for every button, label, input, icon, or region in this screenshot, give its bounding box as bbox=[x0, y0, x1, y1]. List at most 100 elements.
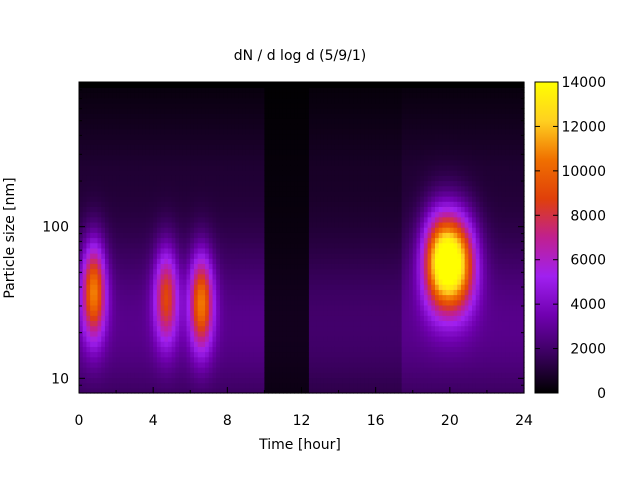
heatmap-cell bbox=[301, 87, 306, 93]
heatmap-cell bbox=[383, 247, 388, 254]
heatmap-cell bbox=[338, 330, 343, 337]
heatmap-cell bbox=[123, 351, 128, 358]
heatmap-cell bbox=[305, 232, 310, 239]
heatmap-cell bbox=[323, 346, 329, 353]
heatmap-cell bbox=[383, 320, 388, 327]
heatmap-cell bbox=[231, 253, 236, 259]
heatmap-cell bbox=[116, 335, 121, 342]
heatmap-cell bbox=[353, 107, 358, 114]
heatmap-cell bbox=[234, 387, 240, 394]
heatmap-cell bbox=[253, 92, 258, 99]
heatmap-cell bbox=[346, 367, 351, 373]
heatmap-cell bbox=[93, 382, 99, 389]
heatmap-cell bbox=[279, 258, 284, 265]
heatmap-cell bbox=[160, 242, 165, 249]
heatmap-cell bbox=[179, 128, 184, 135]
heatmap-cell bbox=[301, 346, 306, 353]
heatmap-cell bbox=[90, 97, 95, 104]
heatmap-cell bbox=[275, 294, 280, 301]
heatmap-cell bbox=[308, 211, 314, 218]
heatmap-cell bbox=[282, 237, 288, 244]
heatmap-cell bbox=[216, 159, 221, 166]
heatmap-cell bbox=[268, 180, 273, 187]
heatmap-cell bbox=[253, 289, 258, 296]
heatmap-cell bbox=[164, 180, 169, 187]
heatmap-cell bbox=[86, 227, 91, 233]
heatmap-cell bbox=[342, 335, 347, 342]
heatmap-cell bbox=[93, 253, 99, 259]
heatmap-cell bbox=[371, 149, 377, 156]
heatmap-cell bbox=[312, 377, 317, 384]
heatmap-cell bbox=[338, 139, 343, 145]
heatmap-cell bbox=[375, 367, 380, 373]
heatmap-cell bbox=[130, 356, 136, 363]
heatmap-cell bbox=[153, 247, 158, 254]
heatmap-cell bbox=[301, 377, 306, 384]
heatmap-cell bbox=[257, 284, 262, 290]
heatmap-cell bbox=[86, 107, 91, 114]
heatmap-cell bbox=[193, 367, 199, 373]
heatmap-cell bbox=[227, 185, 232, 192]
heatmap-cell bbox=[245, 97, 251, 104]
heatmap-cell bbox=[234, 263, 240, 270]
heatmap-cell bbox=[323, 97, 329, 104]
heatmap-cell bbox=[294, 149, 299, 156]
heatmap-cell bbox=[171, 242, 177, 249]
heatmap-cell bbox=[242, 315, 247, 322]
heatmap-cell bbox=[320, 185, 325, 192]
heatmap-cell bbox=[323, 273, 329, 280]
heatmap-cell bbox=[123, 242, 128, 249]
heatmap-cell bbox=[197, 253, 202, 259]
heatmap-cell bbox=[320, 190, 325, 197]
heatmap-cell bbox=[301, 299, 306, 306]
heatmap-cell bbox=[123, 330, 128, 337]
heatmap-cell bbox=[116, 367, 121, 373]
heatmap-cell bbox=[282, 232, 288, 239]
heatmap-cell bbox=[171, 102, 177, 109]
heatmap-cell bbox=[205, 139, 210, 145]
heatmap-cell bbox=[168, 304, 173, 311]
heatmap-cell bbox=[253, 196, 258, 202]
heatmap-cell bbox=[186, 216, 191, 223]
heatmap-cell bbox=[79, 164, 84, 171]
heatmap-cell bbox=[264, 351, 269, 358]
heatmap-cell bbox=[86, 123, 91, 130]
heatmap-cell bbox=[164, 315, 169, 322]
heatmap-cell bbox=[193, 154, 199, 161]
heatmap-cell bbox=[294, 180, 299, 187]
heatmap-cell bbox=[219, 97, 225, 104]
heatmap-cell bbox=[93, 139, 99, 145]
heatmap-cell bbox=[104, 227, 110, 233]
heatmap-cell bbox=[249, 284, 254, 290]
heatmap-cell bbox=[294, 242, 299, 249]
heatmap-cell bbox=[346, 341, 351, 347]
heatmap-cell bbox=[264, 268, 269, 275]
heatmap-cell bbox=[234, 201, 240, 207]
heatmap-cell bbox=[234, 190, 240, 197]
heatmap-cell bbox=[294, 315, 299, 322]
heatmap-cell bbox=[201, 211, 206, 218]
heatmap-cell bbox=[175, 315, 180, 322]
heatmap-cell bbox=[216, 102, 221, 109]
heatmap-cell bbox=[268, 144, 273, 150]
heatmap-cell bbox=[116, 320, 121, 327]
heatmap-cell bbox=[346, 382, 351, 389]
heatmap-cell bbox=[360, 263, 366, 270]
heatmap-cell bbox=[275, 273, 280, 280]
heatmap-cell bbox=[257, 113, 262, 119]
heatmap-cell bbox=[112, 341, 117, 347]
heatmap-cell bbox=[242, 102, 247, 109]
heatmap-cell bbox=[119, 372, 125, 379]
heatmap-cell bbox=[179, 123, 184, 130]
heatmap-cell bbox=[297, 190, 303, 197]
heatmap-cell bbox=[371, 247, 377, 254]
heatmap-cell bbox=[290, 97, 295, 104]
heatmap-cell bbox=[130, 372, 136, 379]
heatmap-cell bbox=[260, 221, 266, 228]
heatmap-cell bbox=[242, 128, 247, 135]
heatmap-cell bbox=[257, 341, 262, 347]
heatmap-cell bbox=[323, 113, 329, 119]
heatmap-cell bbox=[127, 87, 132, 93]
heatmap-cell bbox=[297, 237, 303, 244]
heatmap-cell bbox=[134, 211, 139, 218]
